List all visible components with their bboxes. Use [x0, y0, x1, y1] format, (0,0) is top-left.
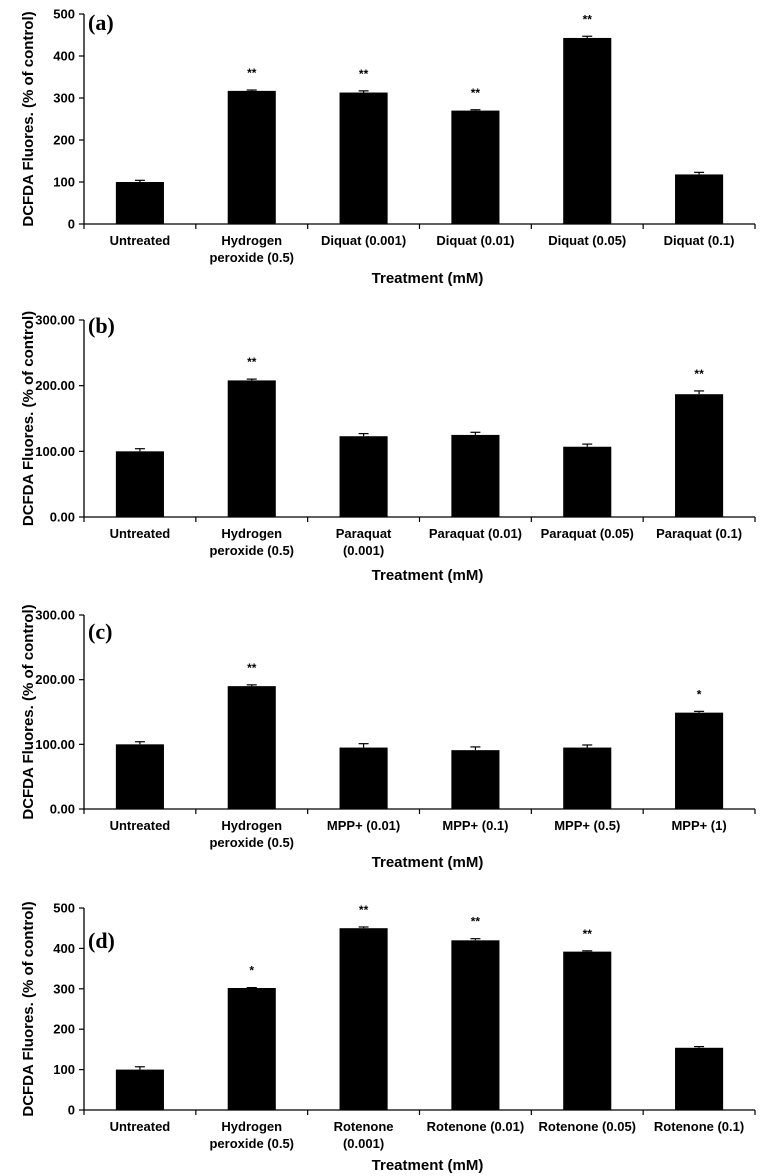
- x-axis-title: Treatment (mM): [372, 1157, 484, 1174]
- bar: [451, 750, 500, 809]
- y-tick-label: 100: [53, 175, 75, 190]
- panel-label: (a): [88, 10, 114, 35]
- bar: [115, 1069, 164, 1110]
- y-tick-label: 500: [53, 7, 75, 22]
- y-tick-label: 100.00: [35, 444, 75, 459]
- x-tick-label: Hydrogen peroxide (0.5): [209, 233, 294, 265]
- bar: [339, 747, 388, 809]
- x-tick-label: Paraquat (0.05): [541, 526, 634, 541]
- chart-panel-4: 0 100 200 300 400 500 Untreated * Hydrogen peroxi…: [20, 901, 756, 1174]
- y-axis-title: DCFDA Fluores. (% of control): [20, 604, 37, 819]
- x-tick-label: Untreated: [110, 233, 171, 248]
- bar: [339, 92, 388, 224]
- x-tick-label: Rotenone (0.1): [654, 1119, 744, 1134]
- x-tick-label: Untreated: [110, 526, 171, 541]
- bar: [451, 110, 500, 224]
- bar: [675, 174, 724, 224]
- y-tick-label: 500: [53, 901, 75, 916]
- x-tick-label: Diquat (0.01): [436, 233, 514, 248]
- chart-panel-1: 0 100 200 300 400 500 Untreated ** Hydrogen perox…: [20, 7, 756, 287]
- significance-label: **: [247, 661, 257, 675]
- x-tick-label: Hydrogen peroxide (0.5): [209, 1119, 294, 1151]
- bar: [675, 394, 724, 517]
- significance-label: *: [249, 964, 254, 978]
- x-tick-label: Rotenone (0.05): [538, 1119, 636, 1134]
- x-axis-title: Treatment (mM): [372, 854, 484, 871]
- significance-label: **: [583, 927, 593, 941]
- significance-label: **: [471, 86, 481, 100]
- significance-label: **: [247, 355, 257, 369]
- x-tick-label: Paraquat (0.1): [656, 526, 742, 541]
- bar: [227, 987, 276, 1110]
- y-tick-label: 400: [53, 941, 75, 956]
- x-tick-label: MPP+ (0.5): [554, 818, 620, 833]
- bar: [675, 1047, 724, 1110]
- x-tick-label: Untreated: [110, 1119, 171, 1134]
- y-tick-label: 0: [68, 217, 75, 232]
- x-tick-label: Rotenone (0.001): [334, 1119, 394, 1151]
- x-tick-label: MPP+ (1): [671, 818, 726, 833]
- significance-label: **: [359, 67, 369, 81]
- y-tick-label: 300: [53, 91, 75, 106]
- y-tick-label: 300: [53, 981, 75, 996]
- bar: [451, 940, 500, 1110]
- bar: [675, 712, 724, 809]
- chart-panel-2: 0.00 100.00 200.00 300.00 Untreated ** Hydroge…: [20, 311, 756, 584]
- bar: [227, 380, 276, 517]
- x-tick-label: Diquat (0.1): [664, 233, 735, 248]
- bar: [563, 446, 612, 517]
- x-tick-label: MPP+ (0.1): [442, 818, 508, 833]
- significance-label: **: [694, 367, 704, 381]
- x-tick-label: Diquat (0.05): [548, 233, 626, 248]
- y-axis-title: DCFDA Fluores. (% of control): [20, 11, 37, 226]
- y-tick-label: 300.00: [35, 313, 75, 328]
- bar: [563, 747, 612, 809]
- x-tick-label: Rotenone (0.01): [427, 1119, 525, 1134]
- y-tick-label: 200: [53, 133, 75, 148]
- significance-label: **: [359, 903, 369, 917]
- y-tick-label: 400: [53, 49, 75, 64]
- x-tick-label: Hydrogen peroxide (0.5): [209, 818, 294, 850]
- y-tick-label: 0.00: [50, 802, 75, 817]
- bar: [339, 436, 388, 517]
- y-tick-label: 300.00: [35, 608, 75, 623]
- panel-label: (d): [88, 928, 115, 953]
- x-tick-label: Hydrogen peroxide (0.5): [209, 526, 294, 558]
- significance-label: **: [247, 66, 257, 80]
- y-tick-label: 0: [68, 1103, 75, 1118]
- y-tick-label: 200.00: [35, 378, 75, 393]
- y-axis-title: DCFDA Fluores. (% of control): [20, 901, 37, 1116]
- y-tick-label: 0.00: [50, 510, 75, 525]
- panel-label: (b): [88, 313, 115, 338]
- x-tick-label: Paraquat (0.001): [336, 526, 392, 558]
- bar: [563, 951, 612, 1110]
- bar: [115, 182, 164, 224]
- y-tick-label: 100.00: [35, 737, 75, 752]
- significance-label: **: [583, 12, 593, 26]
- y-tick-label: 100: [53, 1062, 75, 1077]
- chart-panel-3: 0.00 100.00 200.00 300.00 Untreated ** Hydroge…: [20, 604, 756, 871]
- bar: [227, 90, 276, 224]
- y-tick-label: 200.00: [35, 672, 75, 687]
- x-tick-label: Diquat (0.001): [321, 233, 406, 248]
- significance-label: *: [697, 687, 702, 701]
- panel-label: (c): [88, 619, 112, 644]
- x-tick-label: Paraquat (0.01): [429, 526, 522, 541]
- x-axis-title: Treatment (mM): [372, 270, 484, 287]
- x-tick-label: MPP+ (0.01): [327, 818, 400, 833]
- significance-label: **: [471, 915, 481, 929]
- y-tick-label: 200: [53, 1022, 75, 1037]
- bar: [563, 37, 612, 224]
- bar: [227, 686, 276, 809]
- bar: [339, 928, 388, 1110]
- x-tick-label: Untreated: [110, 818, 171, 833]
- x-axis-title: Treatment (mM): [372, 567, 484, 584]
- bar: [115, 744, 164, 809]
- bar: [115, 451, 164, 517]
- y-axis-title: DCFDA Fluores. (% of control): [20, 311, 37, 526]
- bar: [451, 434, 500, 517]
